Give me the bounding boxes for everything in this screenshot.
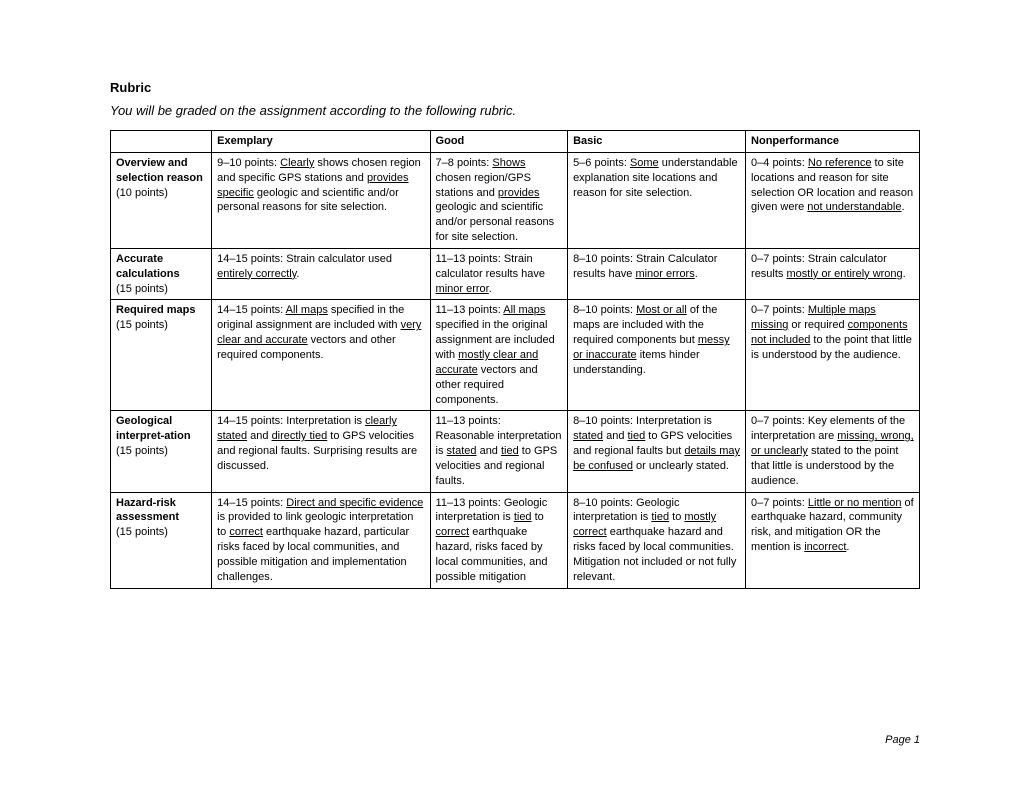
criteria-points: (15 points) (116, 445, 168, 457)
rubric-cell: 0–7 points: Key elements of the interpre… (746, 411, 920, 492)
rubric-cell: 14–15 points: Direct and specific eviden… (212, 492, 430, 588)
table-row: Geological interpret-ation (15 points) 14–… (111, 411, 920, 492)
rubric-cell: 0–7 points: Little or no mention of eart… (746, 492, 920, 588)
rubric-cell: 0–7 points: Strain calculator results mo… (746, 248, 920, 300)
criteria-points: (10 points) (116, 187, 168, 199)
rubric-cell: 14–15 points: Strain calculator used ent… (212, 248, 430, 300)
criteria-points: (15 points) (116, 319, 168, 331)
criteria-cell: Required maps (15 points) (111, 300, 212, 411)
page-title: Rubric (110, 80, 920, 95)
rubric-cell: 0–7 points: Multiple maps missing or req… (746, 300, 920, 411)
criteria-cell: Geological interpret-ation (15 points) (111, 411, 212, 492)
criteria-name: Accurate calculations (116, 253, 180, 280)
table-row: Hazard-risk assessment (15 points) 14–15 p… (111, 492, 920, 588)
criteria-points: (15 points) (116, 283, 168, 295)
rubric-cell: 11–13 points: All maps specified in the … (430, 300, 568, 411)
criteria-cell: Accurate calculations (15 points) (111, 248, 212, 300)
criteria-name: Geological interpret-ation (116, 415, 191, 442)
criteria-cell: Hazard-risk assessment (15 points) (111, 492, 212, 588)
page-subtitle: You will be graded on the assignment acc… (110, 103, 920, 118)
rubric-cell: 5–6 points: Some understandable explanat… (568, 152, 746, 248)
rubric-cell: 14–15 points: Interpretation is clearly … (212, 411, 430, 492)
criteria-name: Hazard-risk assessment (116, 497, 179, 524)
criteria-name: Required maps (116, 304, 195, 316)
rubric-cell: 8–10 points: Geologic interpretation is … (568, 492, 746, 588)
rubric-cell: 11–13 points: Geologic interpretation is… (430, 492, 568, 588)
rubric-cell: 11–13 points: Reasonable interpretation … (430, 411, 568, 492)
col-header-criteria (111, 131, 212, 153)
rubric-cell: 11–13 points: Strain calculator results … (430, 248, 568, 300)
table-body: Overview and selection reason (10 points)… (111, 152, 920, 588)
rubric-cell: 7–8 points: Shows chosen region/GPS stat… (430, 152, 568, 248)
col-header-good: Good (430, 131, 568, 153)
rubric-cell: 8–10 points: Most or all of the maps are… (568, 300, 746, 411)
criteria-cell: Overview and selection reason (10 points) (111, 152, 212, 248)
document-page: Rubric You will be graded on the assignm… (0, 0, 1020, 629)
rubric-cell: 9–10 points: Clearly shows chosen region… (212, 152, 430, 248)
rubric-cell: 8–10 points: Strain Calculator results h… (568, 248, 746, 300)
table-row: Overview and selection reason (10 points)… (111, 152, 920, 248)
criteria-points: (15 points) (116, 526, 168, 538)
rubric-cell: 14–15 points: All maps specified in the … (212, 300, 430, 411)
criteria-name: Overview and selection reason (116, 157, 203, 184)
rubric-table: Exemplary Good Basic Nonperformance Over… (110, 130, 920, 589)
table-row: Accurate calculations (15 points) 14–15 po… (111, 248, 920, 300)
table-header: Exemplary Good Basic Nonperformance (111, 131, 920, 153)
col-header-exemplary: Exemplary (212, 131, 430, 153)
col-header-nonperformance: Nonperformance (746, 131, 920, 153)
rubric-cell: 8–10 points: Interpretation is stated an… (568, 411, 746, 492)
table-row: Required maps (15 points) 14–15 points: Al… (111, 300, 920, 411)
page-footer: Page 1 (885, 734, 920, 746)
rubric-cell: 0–4 points: No reference to site locatio… (746, 152, 920, 248)
col-header-basic: Basic (568, 131, 746, 153)
